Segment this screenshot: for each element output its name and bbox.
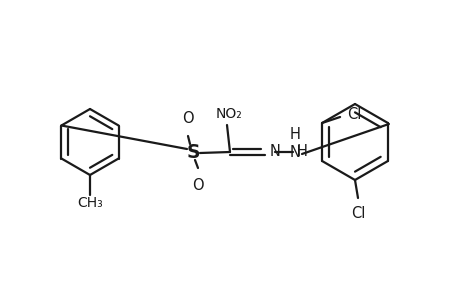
Text: NO₂: NO₂ xyxy=(215,107,242,121)
Text: S: S xyxy=(186,142,199,161)
Text: O: O xyxy=(182,111,193,126)
Text: Cl: Cl xyxy=(350,206,364,221)
Text: N: N xyxy=(289,145,300,160)
Text: H: H xyxy=(289,127,300,142)
Text: CH₃: CH₃ xyxy=(77,196,103,210)
Text: H: H xyxy=(297,143,307,158)
Text: Cl: Cl xyxy=(347,106,361,122)
Text: O: O xyxy=(192,178,203,193)
Text: N: N xyxy=(269,143,280,158)
